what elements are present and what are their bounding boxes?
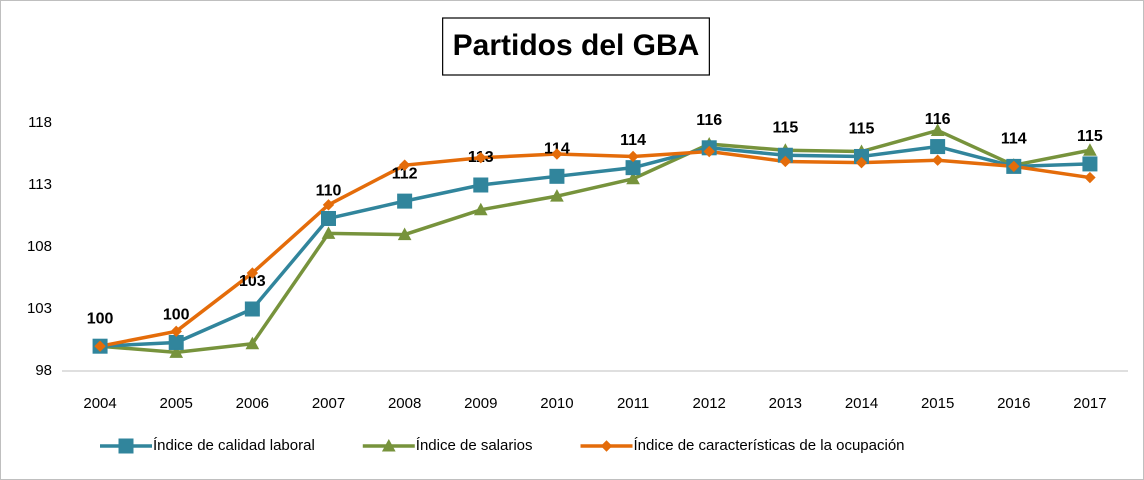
y-tick-label: 103 <box>27 300 52 317</box>
data-point <box>473 177 489 193</box>
data-label: 116 <box>925 111 951 128</box>
x-tick-label: 2007 <box>312 395 345 412</box>
data-point <box>321 226 336 239</box>
data-label: 103 <box>239 273 266 290</box>
legend-label: Índice de características de la ocupació… <box>634 437 905 454</box>
x-tick-label: 2016 <box>997 395 1030 412</box>
data-point <box>244 301 260 317</box>
x-tick-label: 2009 <box>464 395 497 412</box>
x-tick-label: 2004 <box>83 395 116 412</box>
data-label: 114 <box>620 132 646 149</box>
x-tick-label: 2005 <box>160 395 193 412</box>
data-point <box>930 139 946 155</box>
x-tick-label: 2017 <box>1073 395 1106 412</box>
x-tick-label: 2011 <box>617 395 649 412</box>
data-label: 116 <box>696 112 722 129</box>
x-tick-label: 2012 <box>693 395 726 412</box>
data-point <box>551 148 563 160</box>
series-line <box>99 149 1091 348</box>
data-point <box>322 199 335 211</box>
data-point <box>930 123 945 136</box>
data-point <box>168 334 184 350</box>
x-tick-label: 2013 <box>769 395 802 412</box>
legend-label: Índice de salarios <box>416 437 533 454</box>
data-point <box>1082 156 1098 172</box>
data-label: 115 <box>772 119 798 136</box>
legend-marker <box>600 440 613 452</box>
legend-label: Índice de calidad laboral <box>153 437 315 454</box>
data-point <box>1084 171 1096 184</box>
x-tick-label: 2015 <box>921 395 954 412</box>
legend-marker <box>381 438 396 452</box>
y-tick-label: 98 <box>35 362 52 379</box>
data-label: 115 <box>1077 128 1103 145</box>
x-tick-label: 2010 <box>540 395 573 412</box>
data-point <box>549 168 565 184</box>
series-line <box>99 128 1091 355</box>
data-point <box>170 325 182 338</box>
title-box <box>442 17 710 76</box>
data-point <box>169 345 184 358</box>
data-label: 110 <box>316 183 342 200</box>
x-tick-label: 2014 <box>845 395 878 412</box>
data-point <box>473 202 488 216</box>
data-label: 112 <box>392 165 418 182</box>
data-point <box>779 155 792 168</box>
data-label: 114 <box>1001 131 1027 148</box>
data-point <box>397 193 413 209</box>
chart-title: Partidos del GBA <box>453 29 700 62</box>
y-tick-label: 113 <box>28 176 52 193</box>
data-point <box>475 152 487 164</box>
data-point <box>245 336 260 350</box>
y-tick-label: 118 <box>28 114 52 131</box>
data-label: 115 <box>849 121 875 138</box>
data-label: 100 <box>163 307 190 324</box>
data-point <box>703 145 715 158</box>
y-tick-label: 108 <box>27 238 52 255</box>
data-point <box>855 156 868 169</box>
data-point <box>246 267 259 279</box>
data-point <box>1008 160 1020 173</box>
data-point <box>94 340 106 352</box>
data-point <box>550 189 564 202</box>
data-point <box>627 150 639 163</box>
x-tick-label: 2008 <box>388 395 421 412</box>
data-point <box>321 210 336 226</box>
data-point <box>1083 143 1097 156</box>
data-point <box>397 227 412 241</box>
data-point <box>626 171 640 185</box>
data-label: 100 <box>87 310 114 327</box>
data-point <box>931 154 944 166</box>
legend-marker <box>118 438 134 454</box>
x-tick-label: 2006 <box>236 395 269 412</box>
series-line <box>99 144 1090 348</box>
data-point <box>398 159 411 171</box>
data-point <box>625 160 641 176</box>
